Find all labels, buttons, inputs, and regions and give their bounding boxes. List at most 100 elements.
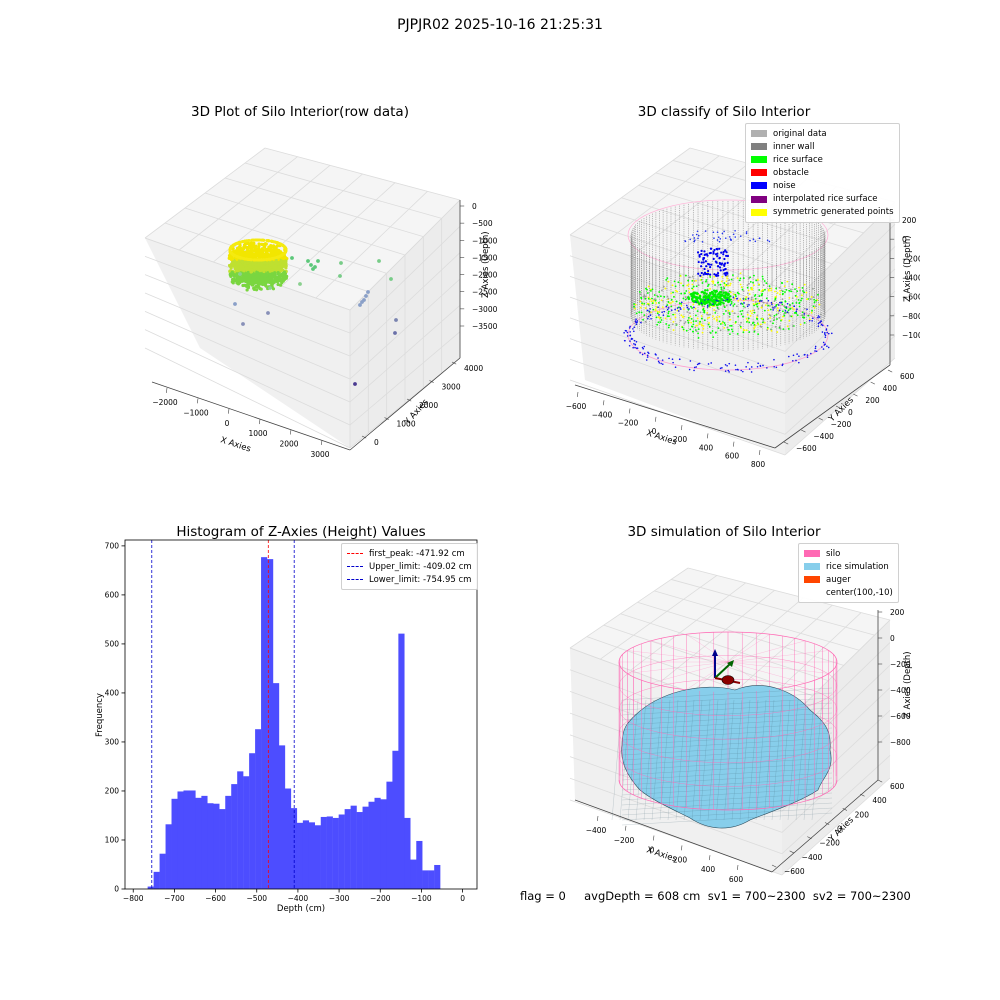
histogram-bar <box>165 824 172 889</box>
raw-x-tick: −1000 <box>183 408 209 417</box>
raw-z-tick: −2500 <box>472 288 498 297</box>
classify-y-tick: 400 <box>883 384 898 393</box>
raw-3d-plot[interactable]: −2000 −1000 0 1000 2000 3000 0 1000 2000 3000 400… <box>140 130 520 470</box>
legend-line <box>347 566 363 568</box>
histogram-xlabel: Depth (cm) <box>277 904 325 914</box>
classify-legend-item: rice surface <box>751 153 894 166</box>
histogram-y-tick: 700 <box>105 542 120 551</box>
histogram-bar <box>219 809 226 889</box>
raw-x-tick: 2000 <box>279 440 298 449</box>
histogram-bar <box>231 784 238 889</box>
simulation-zlabel: Z Axies (Depth) <box>903 651 913 718</box>
histogram-bar <box>374 797 381 889</box>
histogram-frame <box>124 539 478 890</box>
legend-swatch <box>751 208 767 216</box>
histogram-bar <box>249 753 256 889</box>
legend-label: rice surface <box>773 154 823 165</box>
raw-zlabel: Z Axies (Depth) <box>481 231 491 298</box>
histogram-bar <box>434 864 441 889</box>
histogram-y-tick: 200 <box>105 787 120 796</box>
legend-swatch <box>751 195 767 203</box>
legend-line <box>347 553 363 555</box>
raw-z-tick: −2000 <box>472 271 498 280</box>
histogram-x-tick: −100 <box>411 894 432 903</box>
simulation-z-tick: −400 <box>890 686 911 695</box>
simulation-z-tick: 0 <box>890 634 895 643</box>
legend-label: first_peak: -471.92 cm <box>369 548 465 559</box>
classify-x-tick: 800 <box>751 460 766 469</box>
legend-swatch <box>804 589 820 596</box>
simulation-y-tick: −400 <box>802 853 823 862</box>
raw-z-tick: −3000 <box>472 305 498 314</box>
histogram-x-tick: −800 <box>123 894 144 903</box>
raw-x-tick: 1000 <box>248 429 267 438</box>
classify-legend-item: original data <box>751 127 894 140</box>
histogram-y-tick: 300 <box>105 738 120 747</box>
histogram-bar <box>314 825 321 889</box>
classify-x-tick: −400 <box>592 410 613 419</box>
raw-x-tick: −2000 <box>152 398 178 407</box>
histogram-bar <box>195 797 202 889</box>
legend-label: obstacle <box>773 167 809 178</box>
histogram-bar <box>296 822 304 889</box>
legend-swatch <box>751 143 767 151</box>
simulation-y-tick: 200 <box>855 810 870 819</box>
classify-x-tick: 400 <box>699 443 714 452</box>
histogram-bar <box>308 822 315 889</box>
raw-x-tick: 3000 <box>310 450 329 459</box>
raw-y-tick: 0 <box>374 438 379 447</box>
simulation-z-tick: −600 <box>890 712 911 721</box>
simulation-y-tick: −200 <box>819 839 840 848</box>
legend-label: Upper_limit: -409.02 cm <box>369 561 472 572</box>
histogram-x-tick: 0 <box>460 894 465 903</box>
simulation-silo-front <box>618 662 838 811</box>
classify-legend: original data inner wall rice surface obsta… <box>745 123 900 223</box>
histogram-bar <box>422 870 429 889</box>
histogram-bar <box>201 795 208 889</box>
classify-x-tick: 200 <box>673 435 688 444</box>
histogram-bar <box>255 729 262 889</box>
histogram-bar <box>320 816 327 889</box>
histogram-legend: first_peak: -471.92 cm Upper_limit: -409.… <box>341 543 478 591</box>
histogram-bar <box>386 781 393 889</box>
histogram-legend-item: Upper_limit: -409.02 cm <box>347 560 472 573</box>
histogram-bar <box>380 799 387 889</box>
simulation-z-tick: −200 <box>890 660 911 669</box>
histogram-bar <box>368 801 375 889</box>
classify-zlabel: Z Axies (Depth) <box>903 235 913 302</box>
histogram-bar <box>410 859 417 889</box>
histogram-bar <box>267 559 274 889</box>
status-line: flag = 0 avgDepth = 608 cm sv1 = 700~230… <box>520 889 911 903</box>
raw-y-tick: 2000 <box>419 401 438 410</box>
histogram-bar <box>416 840 423 889</box>
simulation-x-tick: −200 <box>614 836 635 845</box>
legend-swatch <box>751 182 767 190</box>
histogram-title: Histogram of Z-Axies (Height) Values <box>176 524 426 540</box>
histogram-bar <box>278 745 286 889</box>
simulation-x-tick: 600 <box>729 875 744 884</box>
legend-swatch <box>751 130 767 138</box>
histogram-bars <box>147 557 441 889</box>
raw-x-tick: 0 <box>225 419 230 428</box>
classify-legend-item: interpolated rice surface <box>751 192 894 205</box>
simulation-3d-plot[interactable]: −400−2000200400600−600−400−2000200400600… <box>560 550 920 890</box>
classify-legend-item: symmetric generated points <box>751 206 894 219</box>
histogram-y-tick: 400 <box>105 689 120 698</box>
simulation-x-tick: 0 <box>650 846 655 855</box>
classify-y-tick: −400 <box>813 432 834 441</box>
simulation-legend: silo rice simulation auger center(100,-10) <box>798 543 899 604</box>
histogram-bar <box>326 816 333 889</box>
histogram-chart[interactable]: −800 −700 −600 −500 −400 −300 −200 −100 0 0 100 20… <box>80 530 500 930</box>
histogram-bar <box>177 791 184 889</box>
simulation-z-tick: 200 <box>890 608 905 617</box>
histogram-bar <box>290 808 298 889</box>
histogram-legend-item: Lower_limit: -754.95 cm <box>347 573 472 586</box>
histogram-bar <box>338 814 345 889</box>
simulation-x-tick: 400 <box>701 865 716 874</box>
classify-scatter-points <box>623 229 833 373</box>
histogram-y-tick: 600 <box>105 591 120 600</box>
figure-suptitle: PJPJR02 2025-10-16 21:25:31 <box>397 17 603 33</box>
raw-z-tick: −1500 <box>472 253 498 262</box>
classify-z-tick: −400 <box>902 274 920 283</box>
histogram-bar <box>189 790 196 889</box>
